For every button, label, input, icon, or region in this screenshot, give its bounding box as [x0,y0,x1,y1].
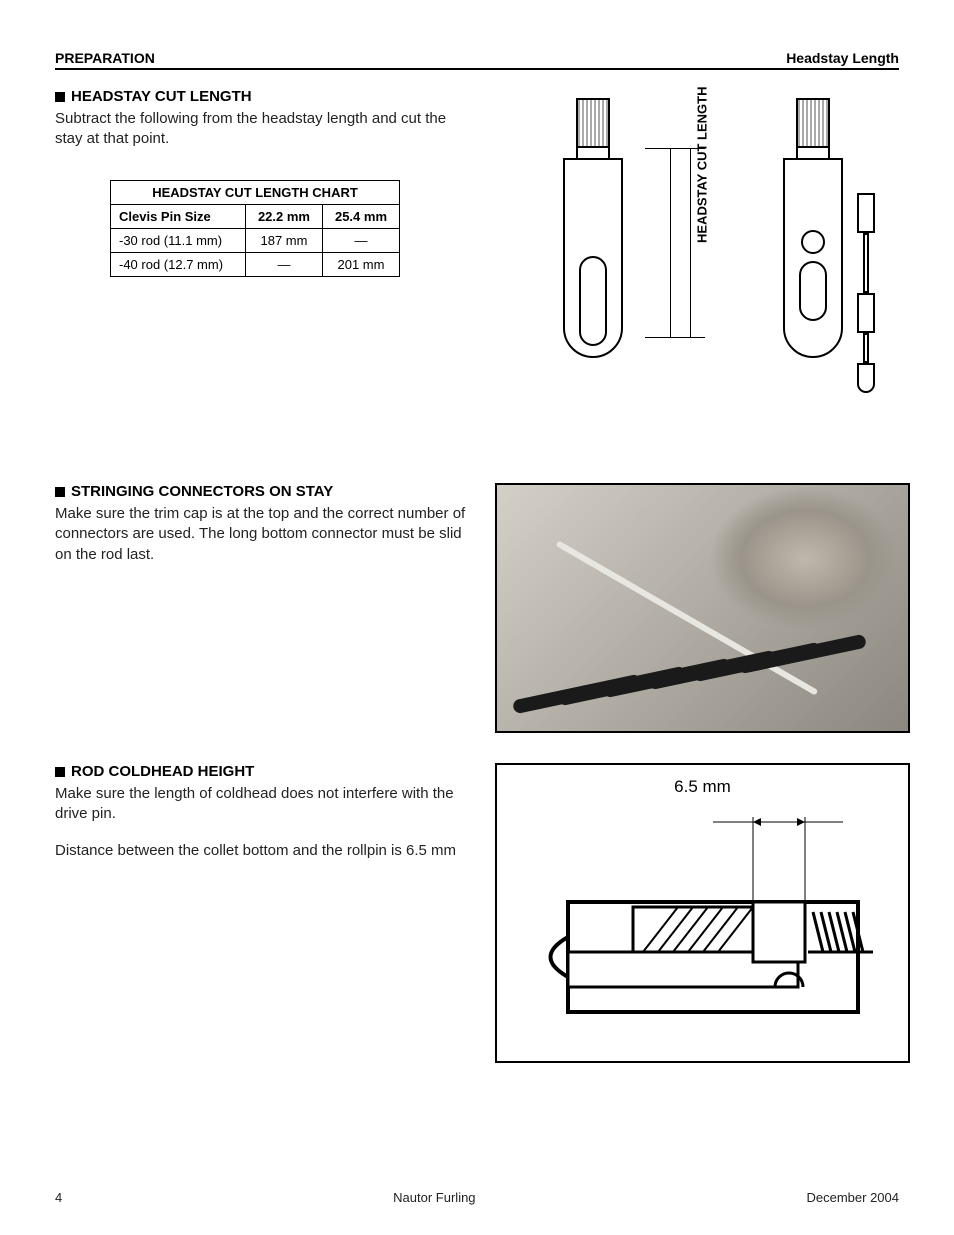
figure-headstay-cut-length: HEADSTAY CUT LENGTH [495,88,910,423]
chart-r0c0: -30 rod (11.1 mm) [111,228,246,252]
coldhead-diagram-icon [513,807,893,1047]
turnbuckle-icon [857,193,875,373]
section-rod-coldhead-height: ROD COLDHEAD HEIGHT Make sure the length… [55,763,899,1063]
page-footer: 4 Nautor Furling December 2004 [55,1190,899,1205]
dimension-label: HEADSTAY CUT LENGTH [695,87,710,244]
section-stringing-connectors: STRINGING CONNECTORS ON STAY Make sure t… [55,483,899,733]
section2-title-text: STRINGING CONNECTORS ON STAY [71,483,333,500]
footer-center: Nautor Furling [393,1190,475,1205]
section1-body: Subtract the following from the headstay… [55,109,475,150]
fork-left [545,98,640,358]
chart-col1: 22.2 mm [245,204,322,228]
bullet-square-icon [55,767,65,777]
chart-row-0: -30 rod (11.1 mm) 187 mm — [111,228,400,252]
header-left: PREPARATION [55,50,155,66]
chart-r0c2: — [322,228,399,252]
section-headstay-cut-length: HEADSTAY CUT LENGTH Subtract the followi… [55,88,899,423]
section3-title-text: ROD COLDHEAD HEIGHT [71,763,254,780]
chart-header-row: Clevis Pin Size 22.2 mm 25.4 mm [111,204,400,228]
chart-row-1: -40 rod (12.7 mm) — 201 mm [111,252,400,276]
chart-r1c1: — [245,252,322,276]
bullet-square-icon [55,92,65,102]
chart-r1c2: 201 mm [322,252,399,276]
chart-r1c0: -40 rod (12.7 mm) [111,252,246,276]
section1-title: HEADSTAY CUT LENGTH [55,88,475,105]
dimension-line: HEADSTAY CUT LENGTH [660,148,740,338]
headstay-cut-length-chart: HEADSTAY CUT LENGTH CHART Clevis Pin Siz… [110,180,400,277]
chart-r0c1: 187 mm [245,228,322,252]
figure-rod-coldhead: 6.5 mm [495,763,910,1063]
bullet-square-icon [55,487,65,497]
chart-title: HEADSTAY CUT LENGTH CHART [111,180,400,204]
page-header: PREPARATION Headstay Length [55,50,899,70]
chart-col2: 25.4 mm [322,204,399,228]
section1-title-text: HEADSTAY CUT LENGTH [71,88,252,105]
footer-page: 4 [55,1190,62,1205]
section3-body1: Make sure the length of coldhead does no… [55,784,475,825]
section3-title: ROD COLDHEAD HEIGHT [55,763,475,780]
section2-title: STRINGING CONNECTORS ON STAY [55,483,475,500]
fork-right [765,98,860,358]
fig3-dim-label: 6.5 mm [497,777,908,797]
figure-stringing-connectors [495,483,910,733]
header-right: Headstay Length [786,50,899,66]
section3-body2: Distance between the collet bottom and t… [55,841,475,861]
footer-right: December 2004 [806,1190,899,1205]
section2-body: Make sure the trim cap is at the top and… [55,504,475,565]
chart-col0: Clevis Pin Size [111,204,246,228]
